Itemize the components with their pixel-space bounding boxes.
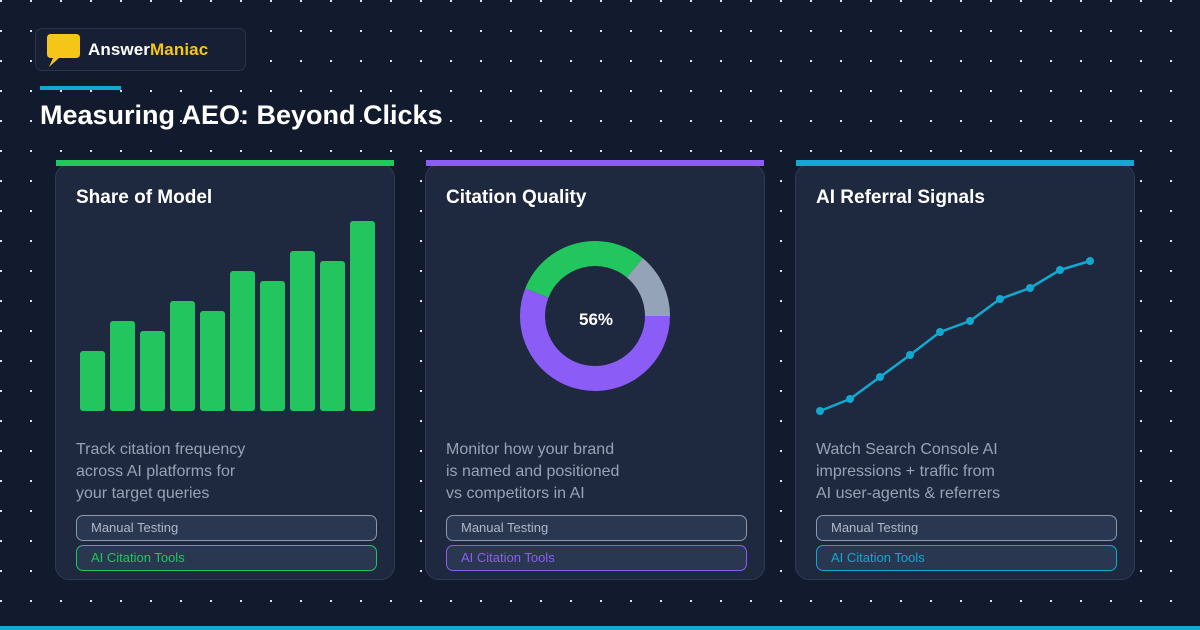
- bar: [320, 261, 345, 411]
- tag-ai-citation-tools[interactable]: AI Citation Tools: [816, 545, 1117, 571]
- title-accent-bar: [40, 86, 121, 90]
- bar: [350, 221, 375, 411]
- data-point: [906, 351, 914, 359]
- data-point: [816, 407, 824, 415]
- brand-name: AnswerManiac: [88, 40, 208, 60]
- description-line: impressions + traffic from: [816, 463, 995, 480]
- tag-ai-citation-tools[interactable]: AI Citation Tools: [76, 545, 377, 571]
- brand-name-primary: Answer: [88, 40, 151, 59]
- tag-manual-testing[interactable]: Manual Testing: [76, 515, 377, 541]
- card-body: Share of Model Track citation frequency …: [55, 164, 395, 580]
- card-description: Monitor how your brand is named and posi…: [446, 439, 746, 505]
- bar: [170, 301, 195, 411]
- data-point: [876, 373, 884, 381]
- tag-manual-testing[interactable]: Manual Testing: [446, 515, 747, 541]
- card-citation-quality: Citation Quality 56% Monitor how your br…: [425, 160, 765, 580]
- card-body: AI Referral Signals Watch Search Console…: [795, 164, 1135, 580]
- description-line: Track citation frequency: [76, 441, 246, 458]
- bar: [80, 351, 105, 411]
- data-point: [1026, 284, 1034, 292]
- card-description: Track citation frequency across AI platf…: [76, 439, 376, 505]
- line-chart: [816, 257, 1094, 415]
- card-title: Share of Model: [76, 187, 213, 208]
- card-share-of-model: Share of Model Track citation frequency …: [55, 160, 395, 580]
- card-accent-bar: [426, 160, 764, 166]
- data-point: [846, 395, 854, 403]
- card-title: Citation Quality: [446, 187, 587, 208]
- description-line: Watch Search Console AI: [816, 441, 998, 458]
- data-point: [1086, 257, 1094, 265]
- description-line: across AI platforms for: [76, 463, 236, 480]
- donut-slice: [520, 288, 670, 391]
- tag-ai-citation-tools[interactable]: AI Citation Tools: [446, 545, 747, 571]
- brand-name-accent: Maniac: [150, 40, 209, 59]
- card-accent-bar: [796, 160, 1134, 166]
- donut-center-label: 56%: [578, 310, 614, 329]
- card-ai-referral-signals: AI Referral Signals Watch Search Console…: [795, 160, 1135, 580]
- bar: [110, 321, 135, 411]
- speech-bubble-icon: [47, 34, 80, 67]
- bar: [200, 311, 225, 411]
- data-point: [996, 295, 1004, 303]
- card-title: AI Referral Signals: [816, 187, 985, 208]
- donut-slice: [525, 241, 643, 299]
- card-description: Watch Search Console AI impressions + tr…: [816, 439, 1116, 505]
- card-body: Citation Quality 56% Monitor how your br…: [425, 164, 765, 580]
- bar: [260, 281, 285, 411]
- description-line: is named and positioned: [446, 463, 620, 480]
- data-point: [1056, 266, 1064, 274]
- tag-manual-testing[interactable]: Manual Testing: [816, 515, 1117, 541]
- bar: [290, 251, 315, 411]
- donut-chart: [520, 241, 670, 391]
- bar: [230, 271, 255, 411]
- data-point: [936, 328, 944, 336]
- donut-slice: [626, 258, 670, 317]
- description-line: AI user-agents & referrers: [816, 485, 1001, 502]
- page-title: Measuring AEO: Beyond Clicks: [40, 100, 443, 130]
- brand-logo[interactable]: AnswerManiac: [35, 28, 246, 71]
- description-line: your target queries: [76, 485, 210, 502]
- bar-chart: [80, 221, 375, 411]
- line-series: [819, 259, 1091, 413]
- data-point: [966, 317, 974, 325]
- bar: [140, 331, 165, 411]
- bottom-accent-bar: [0, 626, 1200, 630]
- description-line: vs competitors in AI: [446, 485, 585, 502]
- description-line: Monitor how your brand: [446, 441, 615, 458]
- card-accent-bar: [56, 160, 394, 166]
